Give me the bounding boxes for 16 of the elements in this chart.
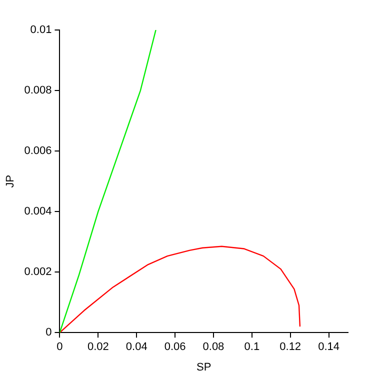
- x-tick-label: 0.08: [202, 341, 224, 354]
- y-axis-title: JP: [4, 174, 17, 188]
- x-tick-label: 0.02: [87, 341, 109, 354]
- x-tick-label: 0.04: [126, 341, 148, 354]
- x-tick-label: 0.14: [318, 341, 340, 354]
- y-tick-label: 0.008: [24, 84, 52, 97]
- x-tick-label: 0.1: [244, 341, 260, 354]
- y-tick-label: 0.004: [24, 206, 52, 218]
- y-tick-label: 0.01: [30, 24, 52, 36]
- x-tick-label: 0.12: [280, 341, 302, 354]
- x-tick-label: 0: [56, 341, 63, 354]
- y-tick-label: 0.006: [24, 145, 52, 158]
- x-axis-title: SP: [196, 361, 212, 374]
- y-tick-label: 0.002: [24, 266, 52, 278]
- y-tick-label: 0: [46, 326, 52, 339]
- x-tick-label: 0.06: [164, 341, 186, 354]
